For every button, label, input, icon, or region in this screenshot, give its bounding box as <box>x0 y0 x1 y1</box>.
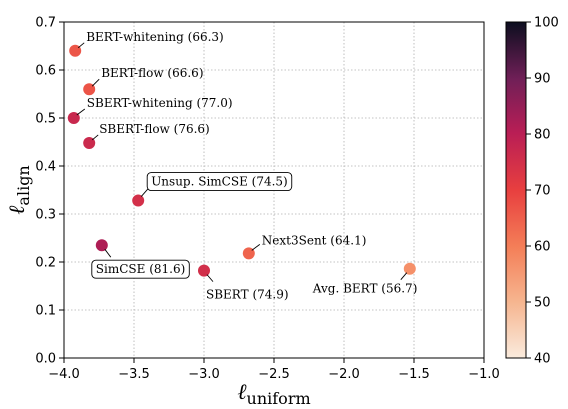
x-axis: −4.0 −3.5 −3.0 −2.5 −2.0 −1.5 −1.0 <box>48 358 500 382</box>
label-leader-line <box>140 188 149 197</box>
point-label: Unsup. SimCSE (74.5) <box>151 175 288 189</box>
grid-lines <box>63 21 485 359</box>
x-tick-label: −4.0 <box>48 367 80 382</box>
x-tick-label: −3.0 <box>188 367 220 382</box>
data-point <box>198 264 210 277</box>
colorbar-tick-label: 90 <box>534 72 551 87</box>
colorbar-ticks: 40 50 60 70 80 90 100 <box>526 16 559 367</box>
y-axis-title-sub: align <box>14 165 33 205</box>
point-label: BERT-whitening (66.3) <box>86 30 224 44</box>
y-tick-label: 0.5 <box>35 112 56 127</box>
x-tick-label: −2.0 <box>328 367 360 382</box>
x-tick-label: −1.5 <box>398 367 430 382</box>
x-axis-title-main: ℓ <box>237 380 247 405</box>
label-box <box>91 259 190 279</box>
point-label: BERT-flow (66.6) <box>101 66 203 80</box>
data-point <box>95 239 108 252</box>
data-point <box>132 194 145 207</box>
x-axis-title-sub: uniform <box>247 389 311 408</box>
label-leader-line <box>91 134 99 141</box>
y-tick-label: 0.2 <box>35 256 56 271</box>
point-label: SimCSE (81.6) <box>96 262 186 276</box>
y-tick-label: 0.7 <box>35 16 56 31</box>
colorbar-tick-label: 80 <box>534 128 551 143</box>
colorbar-tick-label: 100 <box>534 16 559 31</box>
y-tick-label: 0.0 <box>35 352 56 367</box>
label-leader-line <box>400 272 408 281</box>
label-leader-line <box>104 248 112 258</box>
y-tick-label: 0.3 <box>35 208 56 223</box>
label-leader-line <box>76 108 86 116</box>
y-axis-title: ℓalign <box>5 165 33 215</box>
x-axis-title: ℓuniform <box>237 380 310 408</box>
y-axis: 0.0 0.1 0.2 0.3 0.4 0.5 0.6 0.7 <box>35 16 64 367</box>
point-label: Avg. BERT (56.7) <box>312 282 418 296</box>
label-leader-line <box>251 244 261 251</box>
x-tick-label: −1.0 <box>468 367 500 382</box>
colorbar <box>505 21 527 359</box>
point-label: Next3Sent (64.1) <box>262 233 367 247</box>
colorbar-tick-label: 60 <box>534 240 551 255</box>
colorbar-tick-label: 70 <box>534 184 551 199</box>
colorbar-tick-label: 50 <box>534 296 551 311</box>
y-axis-title-main: ℓ <box>5 205 30 215</box>
y-tick-label: 0.1 <box>35 304 56 319</box>
data-points <box>67 44 416 277</box>
colorbar-tick-label: 40 <box>534 352 551 367</box>
point-label: SBERT (74.9) <box>206 288 289 302</box>
label-leader-line <box>91 78 100 87</box>
x-tick-label: −3.5 <box>118 367 150 382</box>
point-labels: BERT-whitening (66.3) BERT-flow (66.6) SBE… <box>76 30 418 302</box>
y-tick-label: 0.6 <box>35 64 56 79</box>
point-label: SBERT-flow (76.6) <box>99 122 210 136</box>
x-tick-label: −2.5 <box>258 367 290 382</box>
point-label: SBERT-whitening (77.0) <box>87 96 233 110</box>
data-point <box>403 262 416 275</box>
y-tick-label: 0.4 <box>35 160 56 175</box>
label-leader-line <box>77 42 85 49</box>
label-box <box>146 172 293 192</box>
label-leader-line <box>206 274 214 282</box>
